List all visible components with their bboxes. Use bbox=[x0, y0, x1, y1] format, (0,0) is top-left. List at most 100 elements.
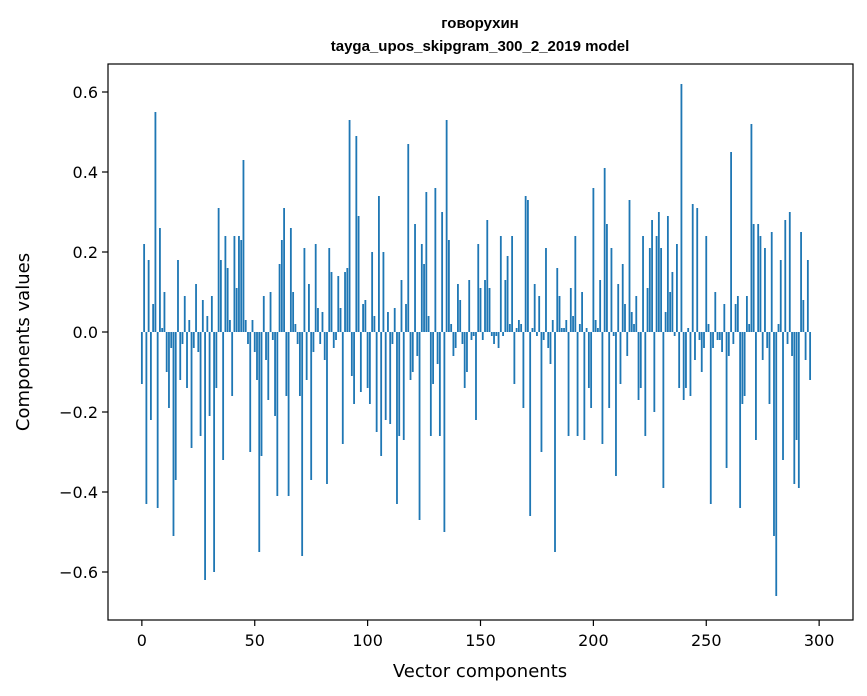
bar bbox=[484, 280, 486, 332]
bar bbox=[739, 332, 742, 508]
bar bbox=[170, 332, 173, 348]
bar bbox=[396, 332, 398, 504]
bar bbox=[766, 332, 769, 348]
bar bbox=[210, 296, 213, 332]
bar bbox=[222, 332, 225, 460]
bar bbox=[565, 320, 568, 332]
bar bbox=[362, 304, 365, 332]
bar bbox=[197, 332, 200, 352]
bar bbox=[536, 332, 538, 336]
bar bbox=[795, 332, 798, 440]
bar bbox=[371, 252, 374, 332]
chart-subtitle: tayga_upos_skipgram_300_2_2019 model bbox=[331, 38, 630, 55]
bar bbox=[599, 280, 602, 332]
bar bbox=[427, 316, 430, 332]
bar bbox=[673, 332, 676, 336]
bar bbox=[529, 332, 532, 516]
bar bbox=[323, 332, 326, 360]
bar bbox=[752, 224, 755, 332]
bar bbox=[709, 332, 712, 504]
bar bbox=[359, 332, 362, 392]
bar bbox=[576, 332, 579, 436]
bar bbox=[346, 268, 349, 332]
bar bbox=[782, 332, 784, 460]
bar bbox=[490, 332, 493, 336]
bar bbox=[305, 332, 308, 380]
bar-series bbox=[140, 84, 812, 596]
bar bbox=[755, 332, 757, 440]
bar bbox=[698, 332, 701, 340]
bar bbox=[375, 332, 378, 432]
bar bbox=[678, 332, 681, 388]
bar bbox=[262, 296, 265, 332]
bar bbox=[488, 288, 491, 332]
bar bbox=[608, 332, 611, 408]
bar bbox=[355, 136, 358, 332]
bar bbox=[269, 292, 272, 332]
bar bbox=[387, 312, 389, 332]
bar bbox=[317, 308, 319, 332]
bar bbox=[716, 332, 719, 340]
bar bbox=[657, 212, 660, 332]
bar bbox=[533, 284, 536, 332]
bar bbox=[242, 160, 245, 332]
bar bbox=[256, 332, 258, 380]
bar bbox=[601, 332, 604, 444]
bar bbox=[721, 332, 723, 352]
bar bbox=[712, 332, 714, 348]
bar bbox=[163, 292, 166, 332]
bar bbox=[624, 304, 626, 332]
bar bbox=[743, 332, 746, 396]
bar bbox=[610, 248, 613, 332]
bar bbox=[662, 332, 665, 488]
bar bbox=[229, 320, 231, 332]
bar bbox=[651, 220, 653, 332]
bar bbox=[199, 332, 202, 436]
bar bbox=[761, 332, 764, 360]
bar bbox=[472, 332, 475, 336]
bar bbox=[504, 280, 507, 332]
bar bbox=[238, 236, 240, 332]
bar bbox=[298, 332, 301, 396]
bar bbox=[219, 260, 222, 332]
bar bbox=[560, 328, 563, 332]
bar bbox=[393, 308, 396, 332]
bar bbox=[637, 332, 640, 400]
bar bbox=[596, 328, 599, 332]
bar bbox=[204, 332, 206, 580]
bar bbox=[233, 236, 236, 332]
bar bbox=[764, 248, 766, 332]
bar bbox=[786, 332, 789, 344]
y-axis: −0.6 −0.4 −0.2 0.0 0.2 0.4 0.6 bbox=[59, 83, 108, 582]
bar bbox=[775, 332, 778, 596]
bar bbox=[326, 332, 328, 484]
bar bbox=[703, 332, 705, 348]
bar bbox=[511, 236, 514, 332]
bar bbox=[727, 332, 730, 356]
bar bbox=[531, 328, 534, 332]
bar bbox=[154, 112, 157, 332]
bar bbox=[373, 316, 376, 332]
bar bbox=[646, 288, 649, 332]
bar bbox=[567, 332, 570, 436]
bar bbox=[364, 300, 367, 332]
bar bbox=[669, 292, 672, 332]
bar bbox=[447, 240, 450, 332]
bar bbox=[524, 196, 527, 332]
bar bbox=[773, 332, 775, 536]
bar bbox=[303, 248, 306, 332]
bar bbox=[348, 120, 351, 332]
bar bbox=[321, 312, 324, 332]
x-tick-label: 200 bbox=[578, 631, 609, 650]
bar bbox=[461, 332, 464, 344]
bar bbox=[380, 332, 383, 456]
bar bbox=[466, 332, 468, 372]
bar bbox=[626, 332, 629, 356]
bar bbox=[691, 204, 694, 332]
bar bbox=[416, 332, 419, 356]
bar bbox=[438, 332, 441, 436]
bar bbox=[644, 332, 647, 436]
bar bbox=[685, 332, 687, 388]
bar bbox=[423, 264, 425, 332]
